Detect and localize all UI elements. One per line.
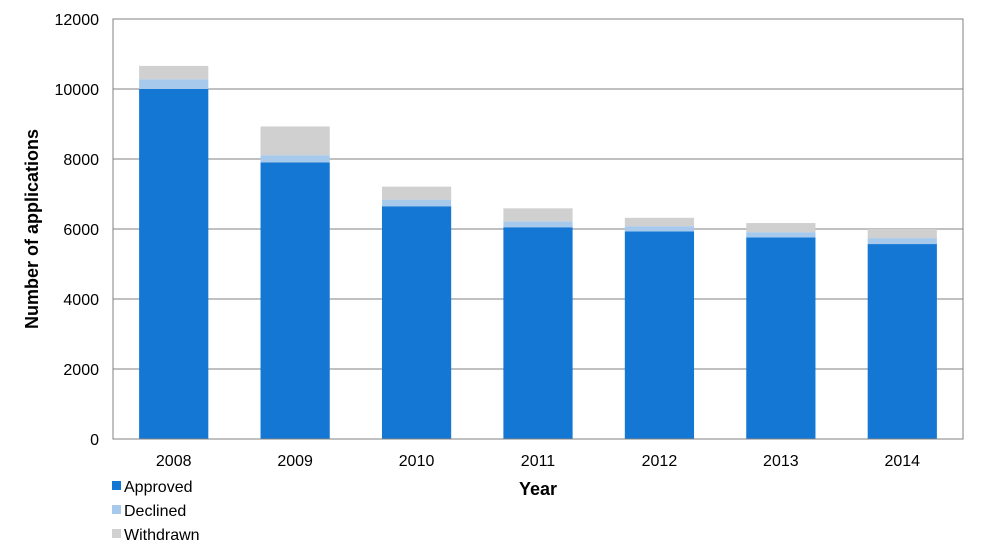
- bar-withdrawn-2009: [260, 126, 330, 156]
- legend-label-declined: Declined: [124, 503, 186, 520]
- bar-declined-2010: [381, 199, 452, 207]
- legend-label-approved: Approved: [124, 479, 193, 496]
- legend-swatch-withdrawn: [112, 529, 121, 538]
- x-tick-label: 2011: [521, 453, 556, 470]
- legend-swatch-approved: [112, 481, 121, 490]
- plot-frame: [112, 18, 964, 440]
- bar-declined-2011: [503, 221, 573, 228]
- bar-withdrawn-2008: [139, 65, 209, 80]
- x-axis-title: Year: [519, 479, 557, 499]
- legend: Approved Declined Withdrawn: [112, 479, 200, 544]
- bar-withdrawn-2012: [624, 217, 695, 227]
- y-tick-label: 10000: [55, 82, 100, 99]
- bar-approved-2009: [260, 162, 330, 439]
- bar-withdrawn-2014: [867, 229, 937, 239]
- x-tick-label: 2010: [399, 453, 435, 470]
- bar-declined-2009: [260, 155, 330, 163]
- bar-declined-2014: [867, 238, 937, 245]
- bar-approved-2010: [381, 206, 452, 439]
- bar-approved-2008: [139, 89, 209, 439]
- x-tick-label: 2012: [642, 453, 678, 470]
- x-tick-label: 2009: [277, 453, 313, 470]
- y-tick-labels: 0 2000 4000 6000 8000 10000 12000: [55, 12, 100, 449]
- y-tick-label: 6000: [63, 222, 99, 239]
- x-tick-labels: 2008 2009 2010 2011 2012 2013 2014: [156, 453, 920, 470]
- bar-declined-2012: [624, 226, 695, 232]
- y-axis-title: Number of applications: [22, 129, 42, 329]
- x-tick-label: 2014: [884, 453, 920, 470]
- x-tick-label: 2008: [156, 453, 192, 470]
- bar-withdrawn-2010: [381, 186, 452, 200]
- bar-approved-2013: [746, 237, 816, 439]
- bar-approved-2012: [624, 231, 695, 439]
- legend-swatch-declined: [112, 505, 121, 514]
- y-tick-label: 2000: [63, 362, 99, 379]
- x-tick-label: 2013: [763, 453, 799, 470]
- bar-declined-2013: [746, 232, 816, 238]
- y-tick-label: 4000: [63, 292, 99, 309]
- y-tick-label: 12000: [55, 12, 100, 29]
- y-tick-label: 8000: [63, 152, 99, 169]
- legend-label-withdrawn: Withdrawn: [124, 527, 200, 544]
- bar-declined-2008: [139, 79, 209, 89]
- bar-withdrawn-2011: [503, 208, 573, 222]
- bar-approved-2014: [867, 244, 937, 439]
- y-tick-label: 0: [90, 432, 99, 449]
- bar-approved-2011: [503, 227, 573, 439]
- bar-withdrawn-2013: [746, 223, 816, 233]
- bars: [139, 65, 937, 439]
